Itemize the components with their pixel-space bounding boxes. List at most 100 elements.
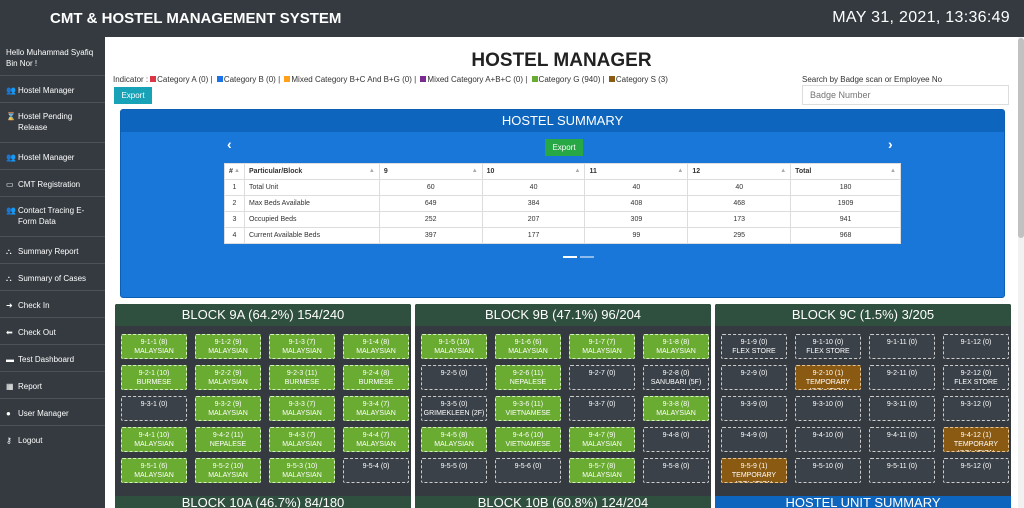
room-tile[interactable]: 9-3-1 (0): [121, 396, 187, 421]
separator: |: [523, 75, 530, 84]
category-swatch: [420, 76, 427, 82]
sidebar-item-user-manager[interactable]: ● User Manager: [0, 398, 105, 425]
room-tile[interactable]: 9-1-2 (9) MALAYSIAN: [195, 334, 261, 359]
room-tile[interactable]: 9-1-4 (8) MALAYSIAN: [343, 334, 409, 359]
room-tile[interactable]: 9-3-6 (11) VIETNAMESE: [495, 396, 561, 421]
room-tile[interactable]: 9-1-8 (8) MALAYSIAN: [643, 334, 709, 359]
room-tile[interactable]: 9-2-4 (8) BURMESE: [343, 365, 409, 390]
room-tile[interactable]: 9-5-7 (8) MALAYSIAN: [569, 458, 635, 483]
room-tile[interactable]: 9-5-12 (0): [943, 458, 1009, 483]
room-tile[interactable]: 9-1-7 (7) MALAYSIAN: [569, 334, 635, 359]
sidebar-item-summary-of-cases[interactable]: ⛬ Summary of Cases: [0, 263, 105, 290]
chevron-left-icon[interactable]: ‹: [227, 136, 232, 152]
room-tile[interactable]: 9-2-5 (0): [421, 365, 487, 390]
export-button[interactable]: Export: [114, 87, 152, 104]
room-tile[interactable]: 9-2-8 (0) SANUBARI (5F): [643, 365, 709, 390]
room-tile[interactable]: 9-3-7 (0): [569, 396, 635, 421]
room-tile[interactable]: 9-3-8 (8) MALAYSIAN: [643, 396, 709, 421]
room-tile[interactable]: 9-4-12 (1) TEMPORARY ISOLATION: [943, 427, 1009, 452]
room-tile[interactable]: 9-3-10 (0): [795, 396, 861, 421]
room-tile[interactable]: 9-3-2 (9) MALAYSIAN: [195, 396, 261, 421]
room-tile[interactable]: 9-3-5 (0) GRIMEKLEEN (2F): [421, 396, 487, 421]
room-tile[interactable]: 9-1-6 (6) MALAYSIAN: [495, 334, 561, 359]
room-tile[interactable]: 9-2-3 (11) BURMESE: [269, 365, 335, 390]
room-tile[interactable]: 9-5-11 (0): [869, 458, 935, 483]
room-tile[interactable]: 9-5-5 (0): [421, 458, 487, 483]
room-tile[interactable]: 9-3-3 (7) MALAYSIAN: [269, 396, 335, 421]
sidebar-item-hostel-pending-release[interactable]: ⌛ Hostel Pending Release: [0, 102, 105, 142]
room-tile[interactable]: 9-1-5 (10) MALAYSIAN: [421, 334, 487, 359]
room-tile[interactable]: 9-4-4 (7) MALAYSIAN: [343, 427, 409, 452]
room-tile[interactable]: 9-3-12 (0): [943, 396, 1009, 421]
scrollbar[interactable]: [1018, 37, 1024, 508]
sidebar-item-report[interactable]: ▦ Report: [0, 371, 105, 398]
sidebar-item-check-out[interactable]: ⬅ Check Out: [0, 317, 105, 344]
scrollbar-thumb[interactable]: [1018, 38, 1024, 238]
room-tile[interactable]: 9-4-7 (9) MALAYSIAN: [569, 427, 635, 452]
room-tile[interactable]: 9-1-10 (0) FLEX STORE: [795, 334, 861, 359]
sort-icon[interactable]: ▲: [677, 168, 684, 174]
room-tile[interactable]: 9-1-9 (0) FLEX STORE: [721, 334, 787, 359]
room-id: 9-1-4 (8): [362, 339, 390, 346]
room-tile[interactable]: 9-2-6 (11) NEPALESE: [495, 365, 561, 390]
room-tile[interactable]: 9-5-6 (0): [495, 458, 561, 483]
room-tile[interactable]: 9-2-12 (0) FLEX STORE: [943, 365, 1009, 390]
room-tile[interactable]: 9-2-7 (0): [569, 365, 635, 390]
room-tile[interactable]: 9-1-12 (0): [943, 334, 1009, 359]
column-header[interactable]: 12 ▲: [687, 163, 792, 180]
column-header[interactable]: 11 ▲: [584, 163, 689, 180]
column-header[interactable]: Total ▲: [790, 163, 901, 180]
room-tile[interactable]: 9-5-10 (0): [795, 458, 861, 483]
room-tile[interactable]: 9-4-2 (11) NEPALESE: [195, 427, 261, 452]
sidebar-item-check-in[interactable]: ➜ Check In: [0, 290, 105, 317]
room-tile[interactable]: 9-4-11 (0): [869, 427, 935, 452]
room-tile[interactable]: 9-4-8 (0): [643, 427, 709, 452]
badge-number-input[interactable]: [802, 85, 1009, 105]
room-tile[interactable]: 9-4-9 (0): [721, 427, 787, 452]
sidebar-item-cmt-registration[interactable]: ▭ CMT Registration: [0, 169, 105, 196]
column-header[interactable]: # ▲: [224, 163, 245, 180]
room-tile[interactable]: 9-2-9 (0): [721, 365, 787, 390]
room-tile[interactable]: 9-2-10 (1) TEMPORARY ISOLATION: [795, 365, 861, 390]
room-tile[interactable]: 9-4-6 (10) VIETNAMESE: [495, 427, 561, 452]
room-tile[interactable]: 9-1-3 (7) MALAYSIAN: [269, 334, 335, 359]
room-tile[interactable]: 9-5-8 (0): [643, 458, 709, 483]
sidebar-item-hostel-manager[interactable]: 👥 Hostel Manager: [0, 142, 105, 169]
sort-icon[interactable]: ▲: [780, 168, 787, 174]
carousel-dot[interactable]: [580, 256, 594, 258]
room-tile[interactable]: 9-3-9 (0): [721, 396, 787, 421]
room-tile[interactable]: 9-3-11 (0): [869, 396, 935, 421]
room-tile[interactable]: 9-4-3 (7) MALAYSIAN: [269, 427, 335, 452]
room-tile[interactable]: 9-4-1 (10) MALAYSIAN: [121, 427, 187, 452]
room-tile[interactable]: 9-5-2 (10) MALAYSIAN: [195, 458, 261, 483]
sidebar-item-logout[interactable]: ⚷ Logout: [0, 425, 105, 452]
room-tile[interactable]: 9-1-11 (0): [869, 334, 935, 359]
room-tile[interactable]: 9-2-11 (0): [869, 365, 935, 390]
room-tile[interactable]: 9-3-4 (7) MALAYSIAN: [343, 396, 409, 421]
room-tile[interactable]: 9-5-3 (10) MALAYSIAN: [269, 458, 335, 483]
column-header[interactable]: 10 ▲: [481, 163, 586, 180]
sidebar-item-contact-tracing-e-form-data[interactable]: 👥 Contact Tracing E-Form Data: [0, 196, 105, 236]
room-tile[interactable]: 9-5-1 (6) MALAYSIAN: [121, 458, 187, 483]
room-tile[interactable]: 9-1-1 (8) MALAYSIAN: [121, 334, 187, 359]
sort-icon[interactable]: ▲: [890, 168, 896, 174]
chevron-right-icon[interactable]: ›: [888, 136, 893, 152]
room-tile[interactable]: 9-2-2 (9) MALAYSIAN: [195, 365, 261, 390]
room-tile[interactable]: 9-4-10 (0): [795, 427, 861, 452]
room-tile[interactable]: 9-5-9 (1) TEMPORARY ISOLATION: [721, 458, 787, 483]
sort-icon[interactable]: ▲: [368, 168, 375, 174]
sidebar-item-test-dashboard[interactable]: ▬ Test Dashboard: [0, 344, 105, 371]
sidebar-item-label: CMT Registration: [18, 180, 81, 189]
room-tile[interactable]: 9-4-5 (8) MALAYSIAN: [421, 427, 487, 452]
room-tile[interactable]: 9-2-1 (10) BURMESE: [121, 365, 187, 390]
column-header[interactable]: 9 ▲: [378, 163, 483, 180]
sort-icon[interactable]: ▲: [574, 168, 581, 174]
summary-export-button[interactable]: Export: [545, 139, 583, 156]
column-header[interactable]: Particular/Block ▲: [243, 163, 380, 180]
sort-icon[interactable]: ▲: [234, 168, 240, 174]
room-tile[interactable]: 9-5-4 (0): [343, 458, 409, 483]
sidebar-item-hostel-manager[interactable]: 👥 Hostel Manager: [0, 75, 105, 102]
sidebar-item-summary-report[interactable]: ⛬ Summary Report: [0, 236, 105, 263]
sort-icon[interactable]: ▲: [471, 168, 478, 174]
carousel-dot[interactable]: [563, 256, 577, 258]
